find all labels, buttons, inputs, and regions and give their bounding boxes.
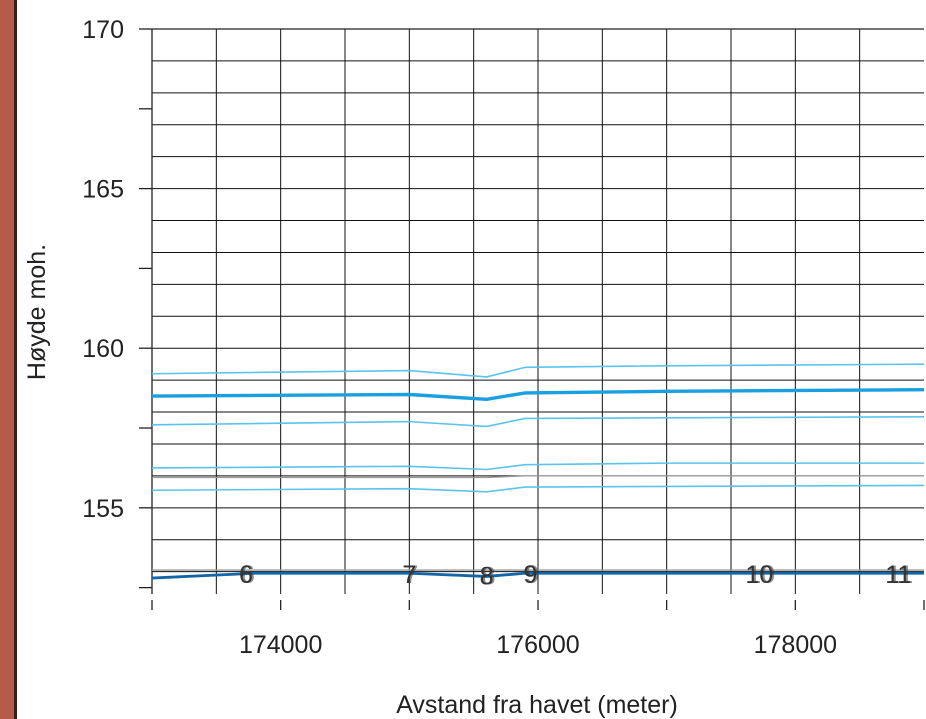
station-label-shadow: 7 bbox=[404, 561, 418, 589]
station-label: 9 bbox=[523, 561, 537, 589]
station-label: 11 bbox=[885, 561, 911, 589]
x-tick-label: 178000 bbox=[754, 631, 837, 659]
series-line bbox=[152, 475, 924, 479]
series-line bbox=[151, 363, 925, 378]
station-label: 7 bbox=[402, 561, 416, 589]
x-axis-label: Avstand fra havet (meter) bbox=[396, 691, 678, 719]
station-label: 6 bbox=[239, 561, 253, 589]
series-line bbox=[151, 462, 924, 471]
y-axis-label: Høyde moh. bbox=[23, 244, 51, 380]
series-line bbox=[151, 416, 925, 428]
station-label: 10 bbox=[745, 561, 773, 589]
station-label-shadow: 10 bbox=[747, 561, 775, 589]
x-tick-label: 176000 bbox=[496, 631, 579, 659]
station-label-shadow: 6 bbox=[241, 561, 255, 589]
series-line bbox=[151, 484, 925, 493]
station-label: 8 bbox=[480, 562, 494, 590]
side-accent-bar bbox=[0, 0, 14, 719]
series-layer bbox=[151, 363, 925, 580]
x-tick-label: 174000 bbox=[239, 631, 322, 659]
series-line bbox=[151, 571, 924, 580]
tick-labels: 155 160 165 170 174000 176000 178000 bbox=[82, 16, 837, 659]
series-line bbox=[151, 388, 925, 401]
axes bbox=[139, 28, 925, 610]
side-accent-edge bbox=[14, 0, 17, 719]
y-tick-label: 160 bbox=[82, 335, 124, 363]
station-label-shadow: 8 bbox=[482, 562, 496, 590]
y-tick-label: 170 bbox=[82, 16, 124, 44]
y-tick-label: 165 bbox=[82, 176, 124, 204]
station-label-shadow: 9 bbox=[525, 561, 539, 589]
y-tick-label: 155 bbox=[82, 495, 124, 523]
station-label-shadow: 11 bbox=[887, 561, 913, 589]
plot-grid bbox=[152, 28, 924, 594]
